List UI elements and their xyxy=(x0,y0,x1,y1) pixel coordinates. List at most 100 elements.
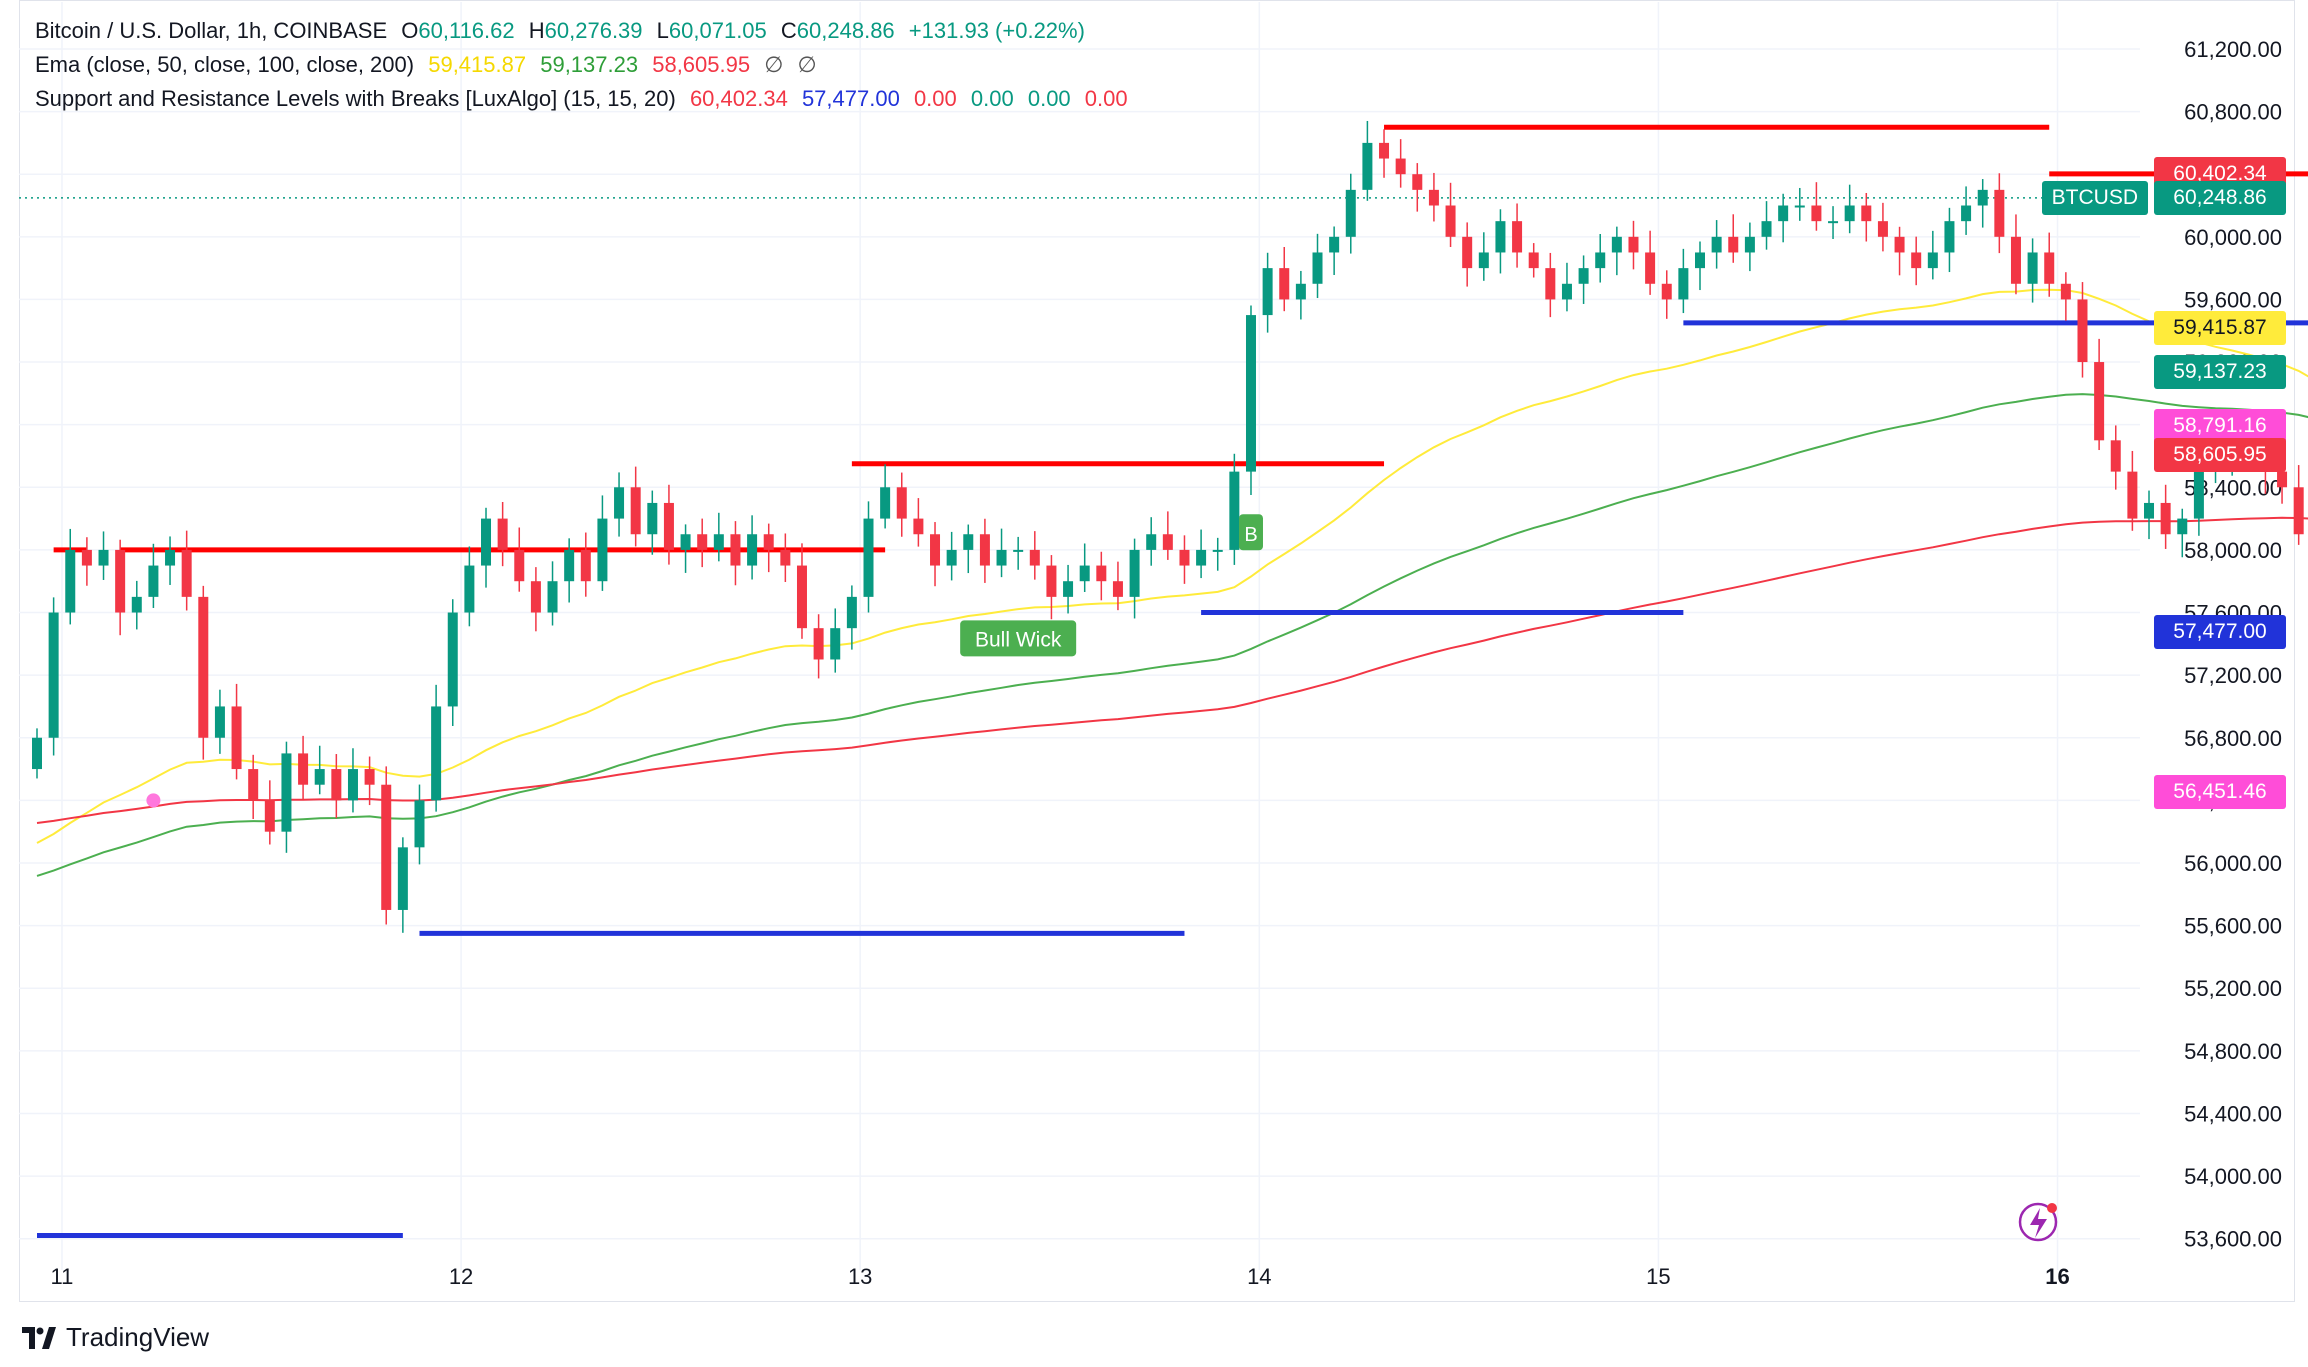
candle-body xyxy=(347,769,358,801)
candle-body xyxy=(131,596,142,613)
candle-body xyxy=(447,612,458,707)
candle-body xyxy=(1445,205,1456,237)
candle-body xyxy=(1794,205,1805,208)
candle-body xyxy=(1728,236,1739,253)
candle-body xyxy=(1595,252,1606,269)
candle-body xyxy=(1428,189,1439,206)
legend-open: 60,116.62 xyxy=(418,18,515,43)
candle-body xyxy=(264,800,275,832)
candle-body xyxy=(2077,299,2088,363)
candle-body xyxy=(1063,581,1074,597)
candle-body xyxy=(1944,221,1955,253)
price-tag: 59,415.87 xyxy=(2154,311,2286,346)
candle-body xyxy=(846,596,857,629)
y-tick-label: 56,800.00 xyxy=(2184,726,2282,751)
candle-body xyxy=(231,706,242,770)
candle-body xyxy=(1512,221,1523,253)
candle-body xyxy=(2193,471,2204,519)
legend-high: 60,276.39 xyxy=(544,18,643,43)
candle-body xyxy=(364,769,375,785)
legend-sr-levels[interactable]: Support and Resistance Levels with Break… xyxy=(35,86,1136,112)
candle-body xyxy=(1861,205,1872,222)
y-tick-label: 57,200.00 xyxy=(2184,663,2282,688)
candle-body xyxy=(930,534,941,566)
price-tag: 57,477.00 xyxy=(2154,614,2286,649)
legend-low: 60,071.05 xyxy=(668,18,767,43)
tradingview-footer[interactable]: TradingView xyxy=(22,1322,209,1353)
candle-body xyxy=(1312,252,1323,284)
x-tick-label: 14 xyxy=(1247,1264,1271,1289)
candle-body xyxy=(1029,549,1040,566)
candle-body xyxy=(1911,252,1922,269)
candle-body xyxy=(281,753,292,832)
candle-body xyxy=(1678,268,1689,300)
candle-body xyxy=(1645,252,1656,284)
candle-body xyxy=(298,753,309,785)
legend-ema[interactable]: Ema (close, 50, close, 100, close, 200) … xyxy=(35,52,825,78)
x-tick-label: 16 xyxy=(2045,1264,2069,1289)
candle-body xyxy=(81,549,92,566)
flash-bolt-icon xyxy=(2030,1208,2047,1238)
candle-body xyxy=(1545,268,1556,300)
bull-wick-label: Bull Wick xyxy=(975,628,1062,651)
price-tag: 60,248.86 xyxy=(2154,180,2286,215)
candle-body xyxy=(630,487,641,535)
candle-body xyxy=(2027,252,2038,284)
replay-flash-icon xyxy=(2018,1202,2058,1242)
y-tick-label: 53,600.00 xyxy=(2184,1227,2282,1252)
candle-body xyxy=(896,487,907,519)
candle-body xyxy=(1877,221,1888,237)
candle-body xyxy=(996,549,1007,566)
candle-body xyxy=(2010,236,2021,284)
candle-body xyxy=(1628,236,1639,253)
price-tag: 56,451.46 xyxy=(2154,775,2286,810)
y-tick-label: 60,000.00 xyxy=(2184,225,2282,250)
ema200-value: 58,605.95 xyxy=(652,52,751,77)
candle-body xyxy=(1212,549,1223,552)
legend-c-label: C xyxy=(780,18,797,43)
candle-body xyxy=(1196,549,1207,566)
candle-body xyxy=(381,784,392,910)
candle-body xyxy=(1279,268,1290,300)
y-tick-label: 54,800.00 xyxy=(2184,1039,2282,1064)
y-tick-label: 61,200.00 xyxy=(2184,37,2282,62)
legend-o-label: O xyxy=(401,18,419,43)
x-tick-label: 15 xyxy=(1646,1264,1670,1289)
candle-body xyxy=(1462,236,1473,269)
candle-body xyxy=(1528,252,1539,269)
candle-body xyxy=(614,487,625,519)
candle-body xyxy=(1245,315,1256,472)
candle-body xyxy=(780,549,791,566)
candle-body xyxy=(431,706,442,801)
candle-body xyxy=(1828,221,1839,224)
ema50-line xyxy=(36,288,2308,844)
candle-body xyxy=(497,518,508,550)
candle-body xyxy=(314,769,325,785)
candle-body xyxy=(713,534,724,550)
candle-body xyxy=(1179,549,1190,566)
candle-body xyxy=(331,769,342,801)
candle-body xyxy=(1129,549,1140,597)
sr-study-name: Support and Resistance Levels with Break… xyxy=(35,86,676,111)
candle-body xyxy=(1329,236,1340,253)
candle-body xyxy=(1262,268,1273,316)
buy-signal-label: B xyxy=(1244,524,1257,546)
legend-ohlc: Bitcoin / U.S. Dollar, 1h, COINBASE O60,… xyxy=(35,18,1093,44)
candle-body xyxy=(547,581,558,613)
candle-body xyxy=(1811,205,1822,222)
candle-body xyxy=(2160,502,2171,535)
candle-body xyxy=(1561,283,1572,300)
candle-body xyxy=(1146,534,1157,550)
y-tick-label: 60,800.00 xyxy=(2184,100,2282,125)
sr-resistance-value: 60,402.34 xyxy=(689,86,788,111)
candle-body xyxy=(65,549,76,613)
x-tick-label: 13 xyxy=(848,1264,872,1289)
candle-body xyxy=(1362,142,1373,190)
candle-body xyxy=(98,549,109,566)
candle-body xyxy=(946,549,957,566)
candle-body xyxy=(1611,236,1622,253)
candle-body xyxy=(148,565,159,597)
ema-cross-dot xyxy=(146,793,161,808)
candle-body xyxy=(1229,471,1240,550)
